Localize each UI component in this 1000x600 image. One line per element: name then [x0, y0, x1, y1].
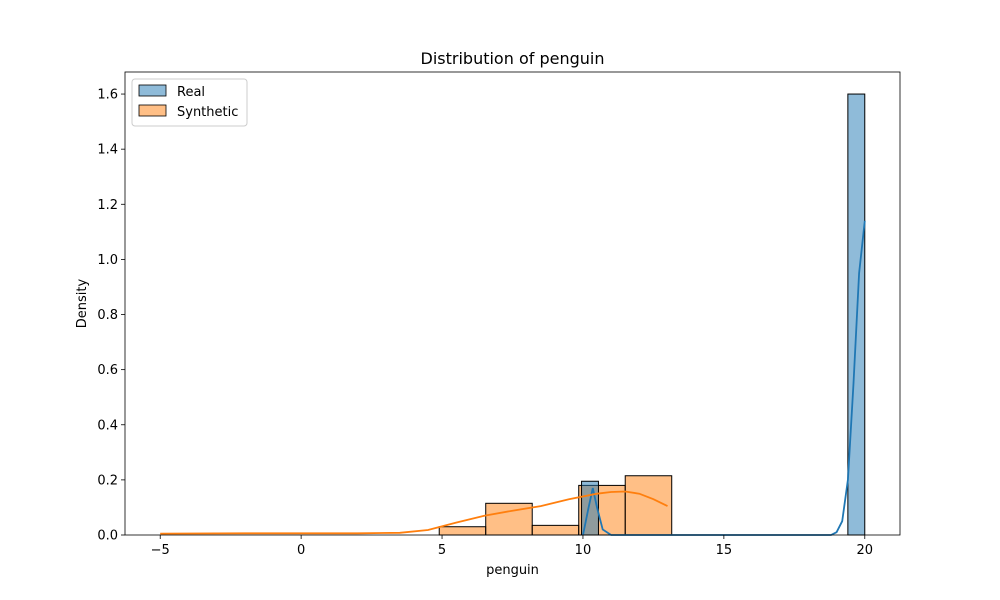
y-tick-label: 0.8: [97, 308, 118, 323]
y-tick-label: 1.6: [97, 88, 118, 103]
plot-marks: [438, 93, 866, 536]
y-tick-label: 0.4: [97, 418, 118, 433]
legend: Real Synthetic: [131, 78, 248, 127]
legend-label-synthetic: Synthetic: [177, 105, 238, 120]
x-axis-ticks: −5 0 5 10 15 20: [151, 535, 873, 558]
legend-swatch-real: [138, 84, 167, 97]
kde-lines: [160, 220, 866, 536]
plot-frame: [124, 71, 901, 536]
x-tick-label: 0: [297, 543, 305, 558]
kde-line-synthetic: [160, 490, 668, 535]
x-axis-label: penguin: [486, 563, 539, 578]
x-tick-label: 15: [716, 543, 733, 558]
bar-synthetic-0: [438, 526, 487, 536]
legend-swatch-synthetic: [138, 104, 167, 117]
chart-title: Distribution of penguin: [421, 49, 605, 68]
y-tick-label: 0.6: [97, 363, 118, 378]
y-tick-label: 1.2: [97, 198, 118, 213]
legend-label-real: Real: [177, 85, 205, 100]
x-tick-label: 5: [438, 543, 446, 558]
x-tick-label: 20: [856, 543, 873, 558]
y-tick-label: 0.0: [97, 529, 118, 544]
y-axis-ticks: 0.0 0.2 0.4 0.6 0.8 1.0 1.2 1.4 1.6: [97, 88, 125, 544]
x-tick-label: −5: [151, 543, 170, 558]
x-tick-label: 10: [575, 543, 592, 558]
y-tick-label: 1.0: [97, 253, 118, 268]
bar-synthetic-2: [531, 524, 580, 536]
y-axis-label: Density: [75, 278, 90, 328]
y-tick-label: 0.2: [97, 473, 118, 488]
y-tick-label: 1.4: [97, 143, 118, 158]
